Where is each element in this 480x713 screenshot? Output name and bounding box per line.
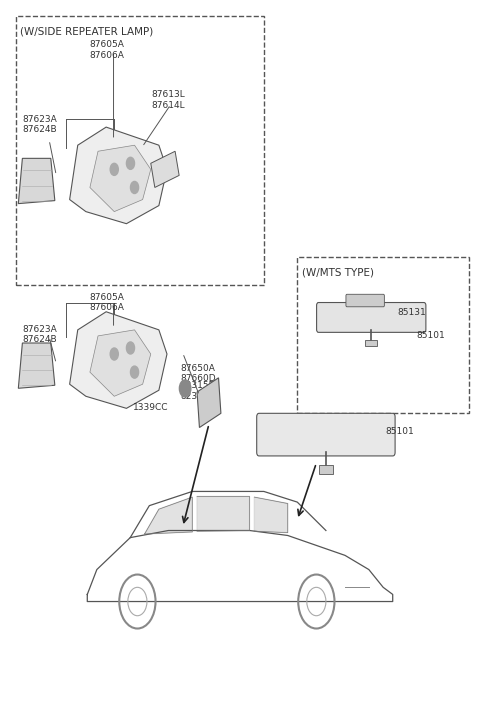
Text: 87623A
87624B: 87623A 87624B <box>23 324 58 344</box>
Text: 87605A
87606A: 87605A 87606A <box>90 41 124 60</box>
Text: 87605A
87606A: 87605A 87606A <box>90 292 124 312</box>
FancyBboxPatch shape <box>365 340 377 347</box>
Text: 87623A
87624B: 87623A 87624B <box>23 115 58 135</box>
Circle shape <box>131 181 139 193</box>
FancyBboxPatch shape <box>346 294 384 307</box>
Text: 85131: 85131 <box>397 308 426 317</box>
Text: 85101: 85101 <box>417 331 445 340</box>
Text: (W/MTS TYPE): (W/MTS TYPE) <box>302 267 374 278</box>
FancyBboxPatch shape <box>319 465 333 473</box>
Polygon shape <box>151 151 179 188</box>
Circle shape <box>126 158 134 170</box>
Polygon shape <box>70 127 167 224</box>
Circle shape <box>110 348 118 360</box>
FancyBboxPatch shape <box>317 302 426 332</box>
Polygon shape <box>254 497 288 533</box>
Polygon shape <box>18 158 55 204</box>
FancyBboxPatch shape <box>257 414 395 456</box>
Text: 87613L
87614L: 87613L 87614L <box>152 90 185 110</box>
Text: 1339CC: 1339CC <box>132 403 168 411</box>
Polygon shape <box>144 497 192 534</box>
Text: (W/SIDE REPEATER LAMP): (W/SIDE REPEATER LAMP) <box>21 26 154 36</box>
Text: 85101: 85101 <box>385 426 414 436</box>
Circle shape <box>131 366 139 378</box>
Circle shape <box>110 163 118 175</box>
Circle shape <box>180 380 191 397</box>
Circle shape <box>126 342 134 354</box>
Polygon shape <box>197 378 221 428</box>
Polygon shape <box>90 330 151 396</box>
Text: 82315B
82315A: 82315B 82315A <box>180 381 215 401</box>
Polygon shape <box>197 496 250 531</box>
Polygon shape <box>18 343 55 389</box>
Polygon shape <box>70 312 167 409</box>
Text: 87650A
87660D: 87650A 87660D <box>180 364 216 383</box>
Polygon shape <box>90 145 151 212</box>
